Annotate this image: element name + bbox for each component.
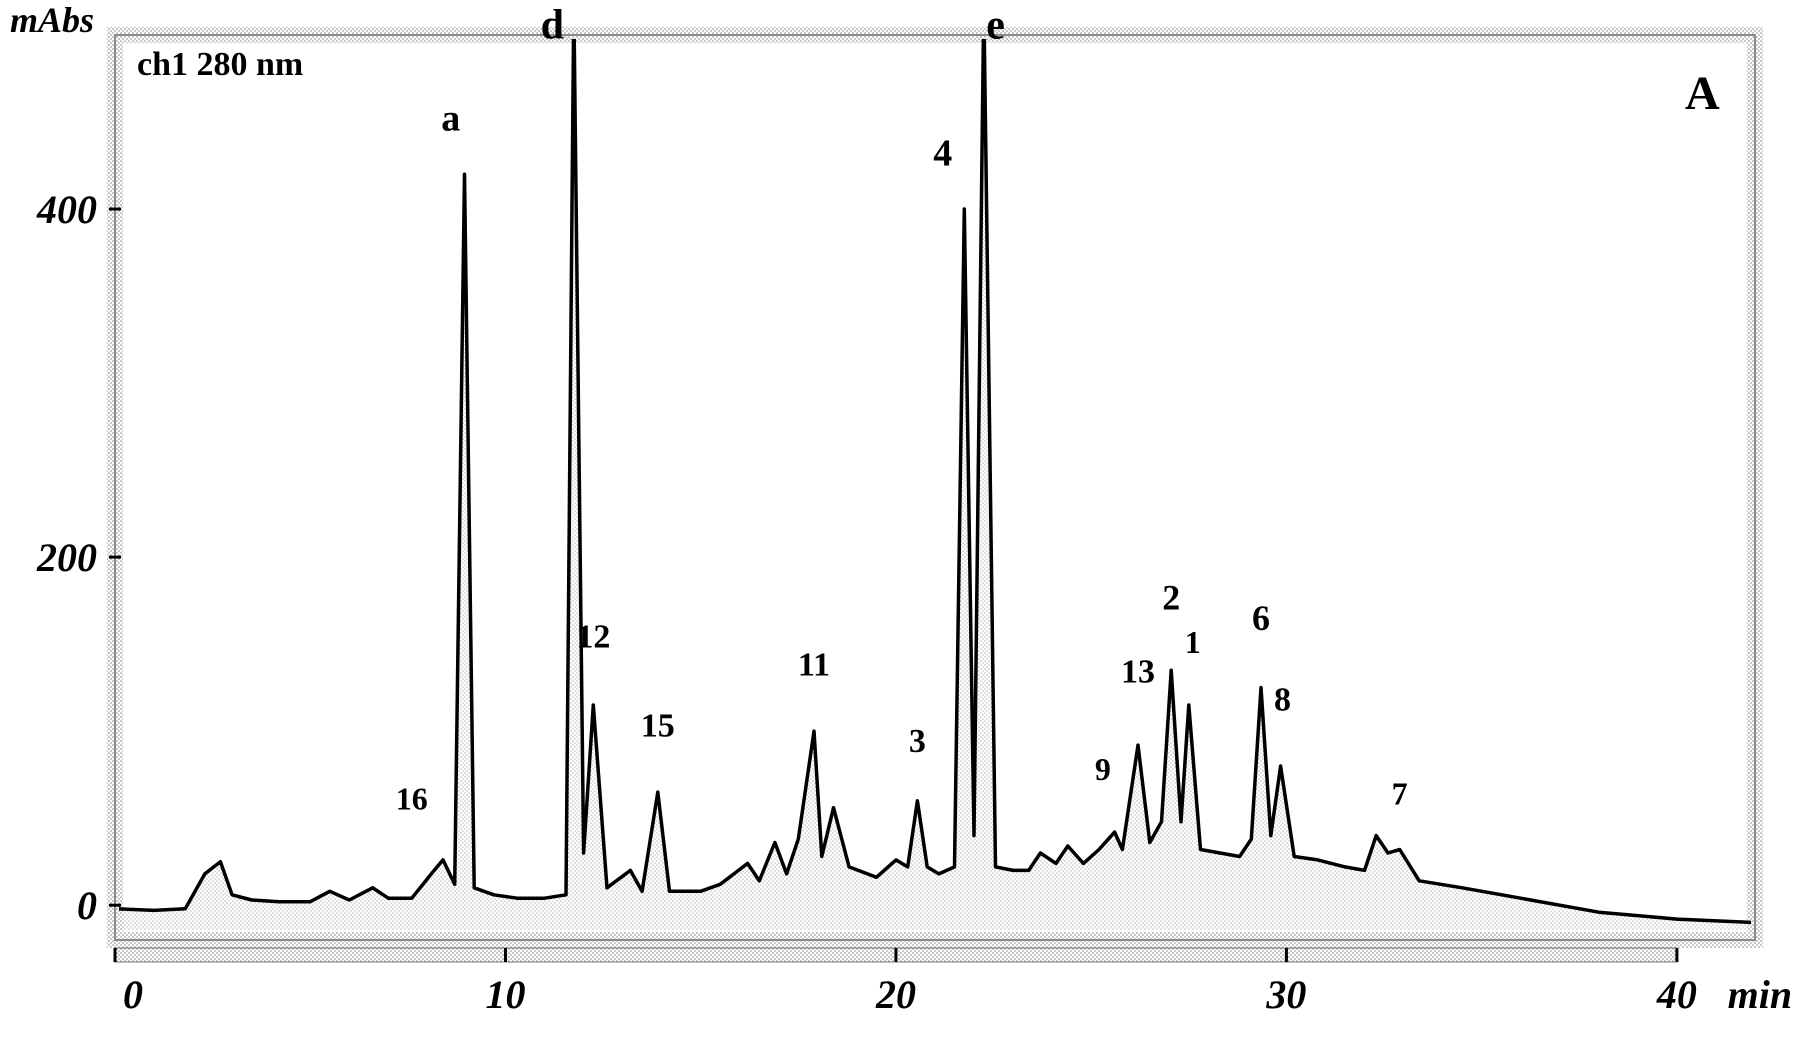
x-tick-label: 40 (1656, 972, 1697, 1017)
panel-label: A (1685, 67, 1720, 120)
peak-label: d (541, 2, 564, 48)
peak-label: 3 (909, 723, 926, 760)
peak-label: 13 (1121, 653, 1155, 690)
peak-label: 7 (1392, 775, 1408, 811)
y-tick-label: 400 (36, 187, 97, 232)
x-tick-label: 30 (1265, 972, 1306, 1017)
chromatogram-chart: 0200400010203040mAbsminch1 280 nmAade161… (0, 0, 1802, 1043)
y-tick-label: 0 (77, 883, 97, 928)
y-tick-label: 200 (36, 535, 97, 580)
peak-label: 8 (1274, 681, 1291, 718)
peak-label: 4 (933, 133, 952, 175)
peak-label: 6 (1252, 598, 1270, 638)
x-tick-label: 0 (123, 972, 143, 1017)
x-tick-label: 20 (875, 972, 916, 1017)
peak-label: e (986, 2, 1005, 48)
peak-label: 16 (396, 780, 428, 816)
x-tick-label: 10 (485, 972, 525, 1017)
peak-label: 15 (641, 707, 675, 744)
x-axis-label: min (1728, 972, 1792, 1017)
channel-label: ch1 280 nm (137, 46, 303, 83)
peak-label: 2 (1162, 577, 1180, 617)
chart-svg: 0200400010203040mAbsminch1 280 nmAade161… (0, 0, 1802, 1043)
peak-label: 1 (1185, 624, 1201, 660)
peak-label: 11 (798, 646, 830, 683)
y-axis-label: mAbs (10, 0, 94, 40)
peak-label: a (441, 98, 460, 140)
peak-label: 9 (1095, 751, 1111, 787)
peak-label: 12 (576, 619, 610, 656)
